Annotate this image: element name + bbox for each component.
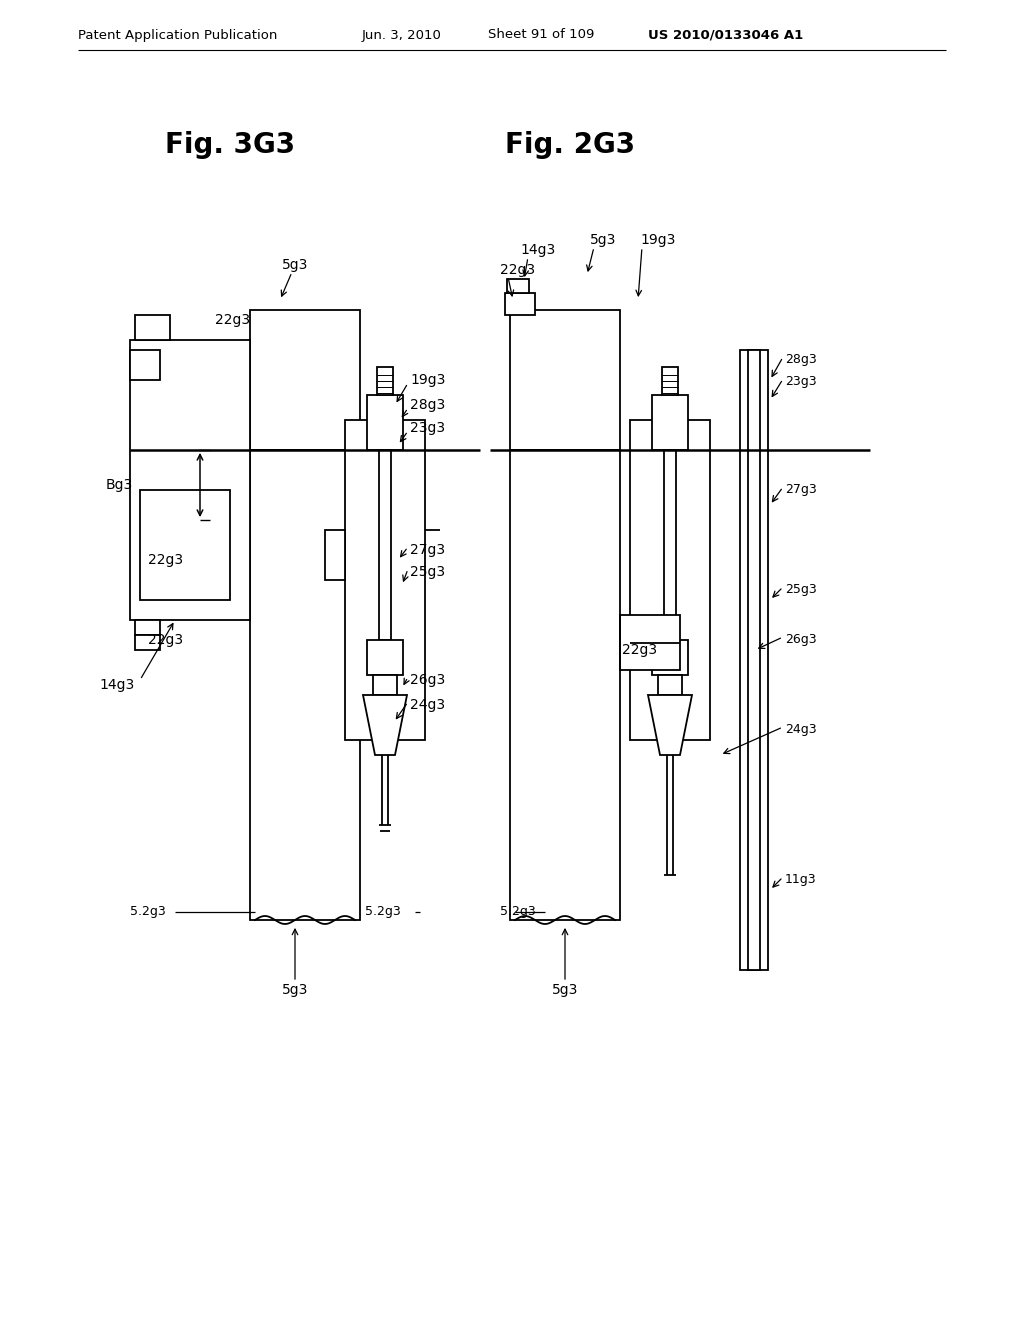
Text: 5.2g3: 5.2g3 — [130, 906, 166, 919]
Text: 19g3: 19g3 — [410, 374, 445, 387]
Bar — [664, 450, 676, 640]
Text: Fig. 3G3: Fig. 3G3 — [165, 131, 295, 158]
Bar — [130, 350, 160, 380]
Text: 22g3: 22g3 — [215, 313, 250, 327]
Text: 22g3: 22g3 — [148, 634, 183, 647]
Bar — [250, 450, 360, 920]
Text: 27g3: 27g3 — [410, 543, 445, 557]
Bar — [652, 640, 688, 675]
Text: Patent Application Publication: Patent Application Publication — [78, 29, 278, 41]
Bar — [510, 310, 620, 450]
Bar — [748, 350, 760, 970]
Text: 24g3: 24g3 — [410, 698, 445, 711]
Text: Sheet 91 of 109: Sheet 91 of 109 — [488, 29, 594, 41]
Text: 23g3: 23g3 — [410, 421, 445, 436]
Text: 26g3: 26g3 — [785, 634, 816, 647]
Text: 14g3: 14g3 — [520, 243, 555, 257]
Bar — [250, 310, 360, 450]
Text: 19g3: 19g3 — [640, 234, 676, 247]
Bar — [505, 293, 535, 315]
Bar — [630, 420, 710, 741]
Text: 5g3: 5g3 — [282, 257, 308, 272]
Text: 5.2g3: 5.2g3 — [500, 906, 536, 919]
Bar — [367, 395, 403, 450]
Polygon shape — [648, 696, 692, 755]
Bar — [345, 420, 425, 741]
Bar — [367, 640, 403, 675]
Bar — [510, 450, 620, 920]
Text: 5g3: 5g3 — [590, 234, 616, 247]
Bar — [377, 367, 393, 395]
Bar — [740, 350, 768, 970]
Text: 5.2g3: 5.2g3 — [365, 906, 400, 919]
Text: 28g3: 28g3 — [410, 399, 445, 412]
Bar — [620, 615, 680, 671]
Text: 25g3: 25g3 — [410, 565, 445, 579]
Text: 28g3: 28g3 — [785, 354, 817, 367]
Bar — [507, 279, 529, 293]
Bar — [379, 450, 391, 640]
Text: 25g3: 25g3 — [785, 583, 817, 597]
Polygon shape — [362, 696, 407, 755]
Text: 5g3: 5g3 — [552, 983, 579, 997]
Bar — [373, 675, 397, 696]
Bar — [130, 341, 250, 620]
Bar — [652, 395, 688, 450]
Text: 22g3: 22g3 — [148, 553, 183, 568]
Bar — [325, 531, 345, 579]
Bar — [662, 367, 678, 395]
Text: 11g3: 11g3 — [785, 874, 816, 887]
Text: Bg3: Bg3 — [105, 478, 133, 492]
Bar — [135, 620, 160, 635]
Text: US 2010/0133046 A1: US 2010/0133046 A1 — [648, 29, 803, 41]
Text: 22g3: 22g3 — [622, 643, 657, 657]
Text: Jun. 3, 2010: Jun. 3, 2010 — [362, 29, 442, 41]
Text: 23g3: 23g3 — [785, 375, 816, 388]
Text: 24g3: 24g3 — [785, 723, 816, 737]
Text: 14g3: 14g3 — [99, 678, 135, 692]
Bar — [135, 315, 170, 341]
Bar — [135, 635, 160, 649]
Text: Fig. 2G3: Fig. 2G3 — [505, 131, 635, 158]
Text: 5g3: 5g3 — [282, 983, 308, 997]
Text: 26g3: 26g3 — [410, 673, 445, 686]
Text: 27g3: 27g3 — [785, 483, 817, 496]
Bar — [658, 675, 682, 696]
Bar — [140, 490, 230, 601]
Text: 22g3: 22g3 — [500, 263, 536, 277]
